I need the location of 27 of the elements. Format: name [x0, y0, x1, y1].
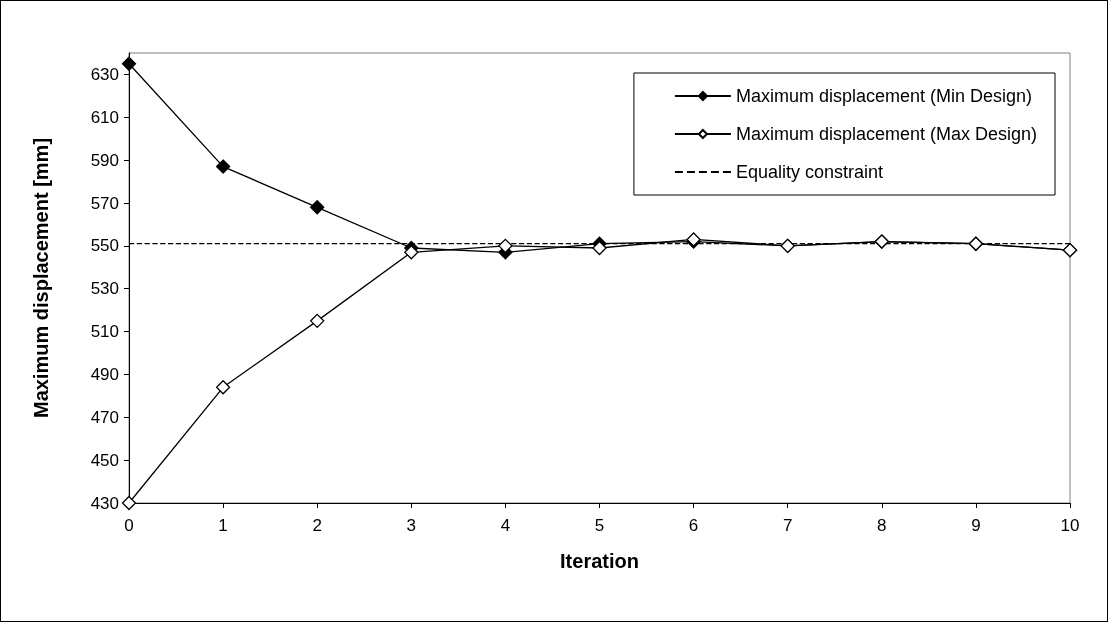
x-tick-label: 10 — [1060, 516, 1080, 535]
x-tick-label: 3 — [406, 516, 417, 535]
y-tick-label: 570 — [90, 193, 119, 213]
legend-label: Maximum displacement (Min Design) — [735, 86, 1033, 106]
y-tick-label: 630 — [90, 64, 119, 84]
y-tick-label: 490 — [90, 364, 119, 384]
y-tick-label: 450 — [90, 450, 119, 470]
x-axis-title: Iteration — [560, 550, 639, 572]
x-tick-label: 1 — [218, 516, 228, 535]
y-tick-label: 610 — [90, 107, 119, 127]
x-tick-label: 8 — [877, 516, 887, 535]
y-tick-label: 590 — [90, 150, 119, 170]
x-tick-label: 6 — [688, 516, 699, 535]
x-tick-label: 4 — [500, 516, 511, 535]
y-axis-title: Maximum displacement [mm] — [30, 137, 52, 419]
y-tick-label: 530 — [90, 279, 119, 299]
y-tick-label: 430 — [90, 493, 119, 513]
x-tick-label: 0 — [124, 516, 134, 535]
x-tick-label: 9 — [971, 516, 981, 535]
y-tick-label: 550 — [90, 236, 119, 256]
x-tick-label: 5 — [594, 516, 605, 535]
legend-label: Equality constraint — [735, 162, 883, 182]
y-tick-label: 510 — [90, 322, 119, 342]
x-tick-label: 2 — [312, 516, 322, 535]
x-tick-label: 7 — [782, 516, 793, 535]
y-tick-label: 470 — [90, 407, 119, 427]
legend-label: Maximum displacement (Max Design) — [735, 124, 1038, 144]
